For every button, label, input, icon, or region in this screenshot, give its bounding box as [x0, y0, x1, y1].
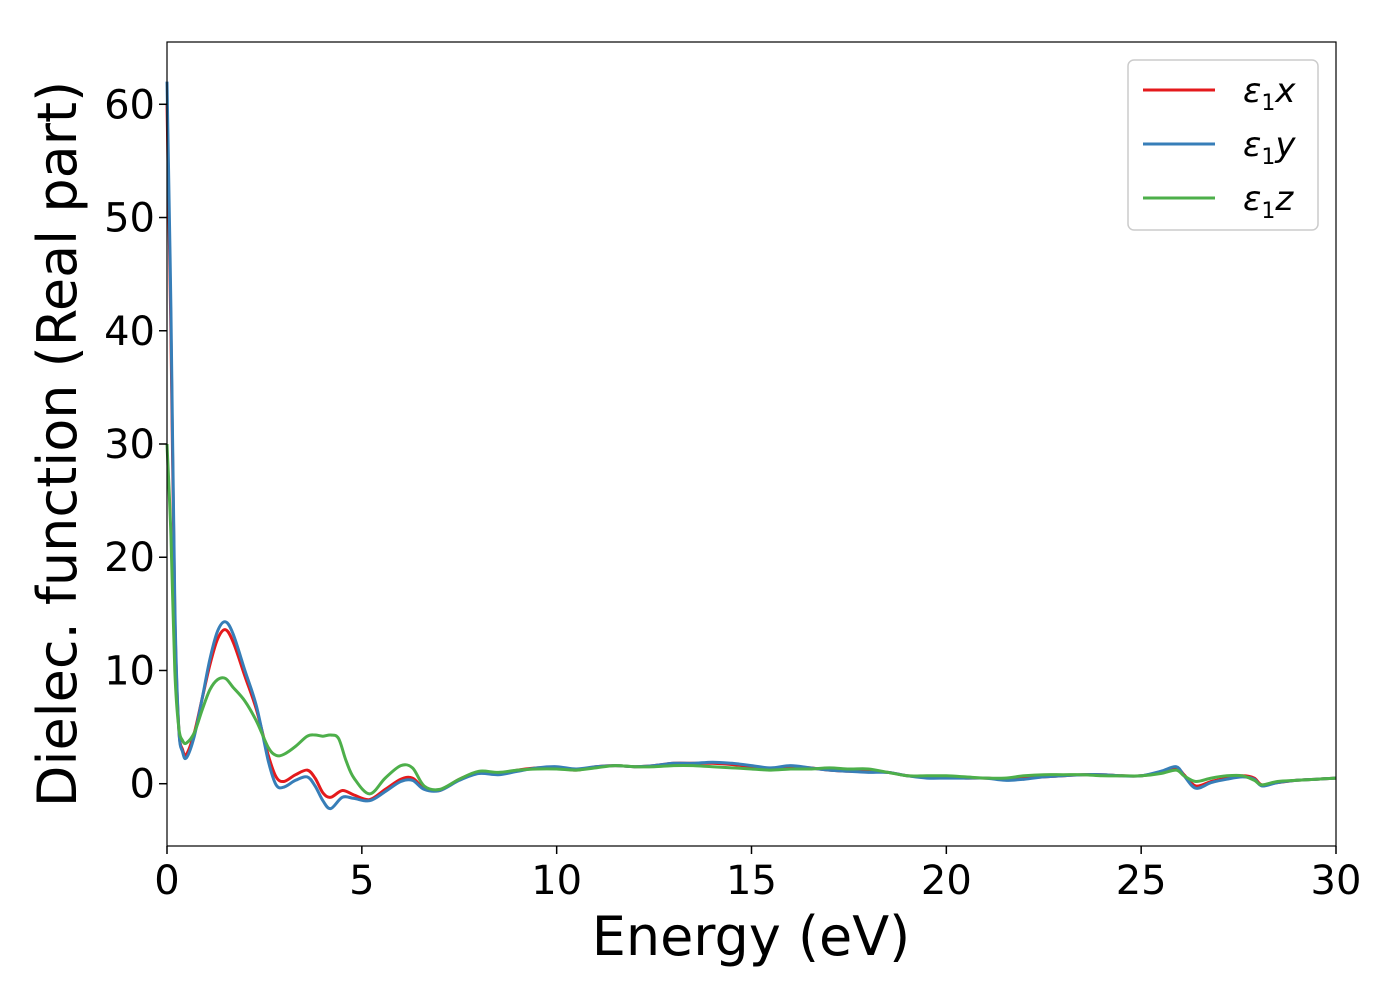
series-lines	[165, 81, 1337, 811]
series-line-z	[165, 443, 1337, 796]
legend-label-y: ε1y	[1243, 125, 1296, 170]
x-tick-label: 20	[921, 858, 972, 904]
legend-box	[1127, 59, 1319, 231]
y-tick-label: 40	[104, 309, 155, 355]
y-tick-label: 30	[104, 422, 155, 468]
y-tick-label: 50	[104, 196, 155, 242]
y-axis-ticks: 0 10 20 30 40 50 60	[104, 82, 167, 808]
legend-label-z: ε1z	[1243, 179, 1294, 224]
y-tick-label: 20	[104, 535, 155, 581]
x-axis-label: Energy (eV)	[592, 905, 911, 968]
x-tick-label: 30	[1311, 858, 1362, 904]
x-tick-label: 0	[154, 858, 179, 904]
y-tick-label: 0	[130, 762, 155, 808]
y-tick-label: 10	[104, 648, 155, 694]
y-tick-label: 60	[104, 82, 155, 128]
x-tick-label: 25	[1116, 858, 1167, 904]
y-axis-label: Dielec. function (Real part)	[26, 81, 89, 807]
x-tick-label: 5	[349, 858, 374, 904]
x-tick-label: 10	[531, 858, 582, 904]
legend-label-x: ε1x	[1243, 71, 1296, 116]
x-axis-ticks: 0 5 10 15 20 25 30	[154, 846, 1361, 904]
legend: ε1x ε1y ε1z	[1127, 59, 1319, 231]
x-tick-label: 15	[726, 858, 777, 904]
